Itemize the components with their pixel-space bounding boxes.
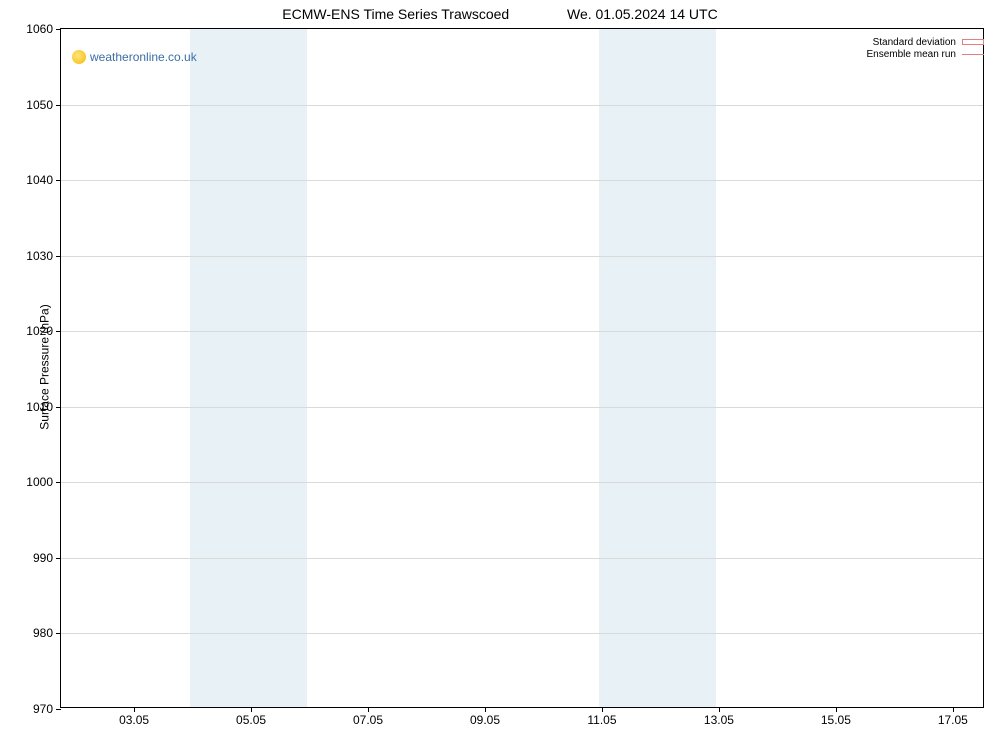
- legend-line: [962, 54, 984, 55]
- x-tick-mark: [134, 707, 135, 712]
- y-tick-label: 1060: [26, 22, 53, 36]
- x-tick-mark: [719, 707, 720, 712]
- sun-icon: [72, 50, 86, 64]
- x-tick-label: 17.05: [938, 713, 968, 727]
- gridline: [61, 105, 983, 106]
- y-tick-label: 1030: [26, 249, 53, 263]
- y-tick-label: 1050: [26, 98, 53, 112]
- y-tick-mark: [56, 180, 61, 181]
- y-tick-mark: [56, 709, 61, 710]
- watermark: weatheronline.co.uk: [72, 50, 197, 64]
- y-tick-mark: [56, 558, 61, 559]
- legend-label: Standard deviation: [873, 37, 956, 48]
- x-tick-label: 09.05: [470, 713, 500, 727]
- y-tick-mark: [56, 331, 61, 332]
- x-tick-label: 13.05: [704, 713, 734, 727]
- weekend-band: [190, 29, 307, 707]
- gridline: [61, 558, 983, 559]
- legend-label: Ensemble mean run: [867, 49, 957, 60]
- y-tick-mark: [56, 633, 61, 634]
- gridline: [61, 407, 983, 408]
- legend-item: Ensemble mean run: [867, 48, 985, 60]
- x-tick-label: 11.05: [587, 713, 616, 727]
- x-tick-mark: [368, 707, 369, 712]
- chart-title: ECMW-ENS Time Series Trawscoed We. 01.05…: [0, 6, 1000, 22]
- gridline: [61, 256, 983, 257]
- x-tick-mark: [485, 707, 486, 712]
- y-tick-mark: [56, 29, 61, 30]
- legend-item: Standard deviation: [867, 36, 985, 48]
- chart-container: ECMW-ENS Time Series Trawscoed We. 01.05…: [0, 0, 1000, 733]
- title-left: ECMW-ENS Time Series Trawscoed: [282, 6, 509, 22]
- gridline: [61, 331, 983, 332]
- x-tick-mark: [836, 707, 837, 712]
- x-tick-label: 05.05: [236, 713, 266, 727]
- x-tick-mark: [602, 707, 603, 712]
- gridline: [61, 633, 983, 634]
- y-tick-label: 1000: [26, 475, 53, 489]
- y-tick-label: 1040: [26, 173, 53, 187]
- x-tick-mark: [251, 707, 252, 712]
- plot-area: 970980990100010101020103010401050106003.…: [60, 28, 984, 708]
- y-tick-label: 1010: [26, 400, 53, 414]
- y-tick-mark: [56, 256, 61, 257]
- x-tick-label: 15.05: [821, 713, 851, 727]
- gridline: [61, 482, 983, 483]
- x-tick-label: 07.05: [353, 713, 383, 727]
- legend: Standard deviationEnsemble mean run: [867, 36, 985, 60]
- title-right: We. 01.05.2024 14 UTC: [567, 6, 718, 22]
- y-tick-mark: [56, 407, 61, 408]
- y-tick-mark: [56, 482, 61, 483]
- y-tick-label: 1020: [26, 324, 53, 338]
- watermark-text: weatheronline.co.uk: [90, 50, 197, 64]
- y-tick-label: 980: [33, 626, 53, 640]
- y-tick-mark: [56, 105, 61, 106]
- legend-swatch: [962, 39, 984, 45]
- gridline: [61, 180, 983, 181]
- y-tick-label: 990: [33, 551, 53, 565]
- x-tick-label: 03.05: [119, 713, 149, 727]
- weekend-band: [599, 29, 716, 707]
- x-tick-mark: [953, 707, 954, 712]
- y-tick-label: 970: [33, 702, 53, 716]
